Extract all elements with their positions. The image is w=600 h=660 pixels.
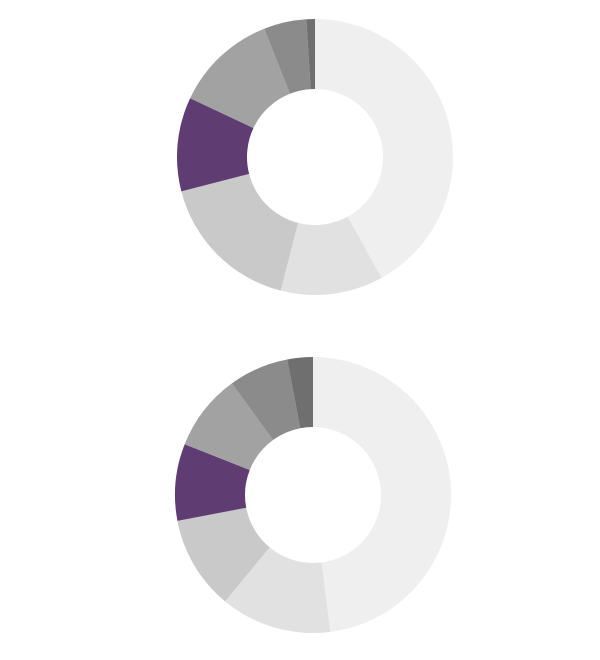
- donut-segment: [231, 359, 301, 440]
- donut-segment: [184, 383, 274, 470]
- donut-segment: [264, 19, 311, 94]
- donut-segment: [280, 216, 382, 296]
- donut-segment: [306, 19, 315, 90]
- donut-segment: [177, 98, 254, 192]
- donut-segment: [287, 357, 313, 429]
- donut-segment: [190, 28, 290, 129]
- donut-segment: [315, 19, 454, 278]
- donut-segment: [181, 173, 299, 291]
- donut-segment: [225, 547, 331, 633]
- donut-segment: [174, 444, 250, 521]
- donut-segment: [177, 507, 270, 602]
- donut-segment: [313, 357, 451, 632]
